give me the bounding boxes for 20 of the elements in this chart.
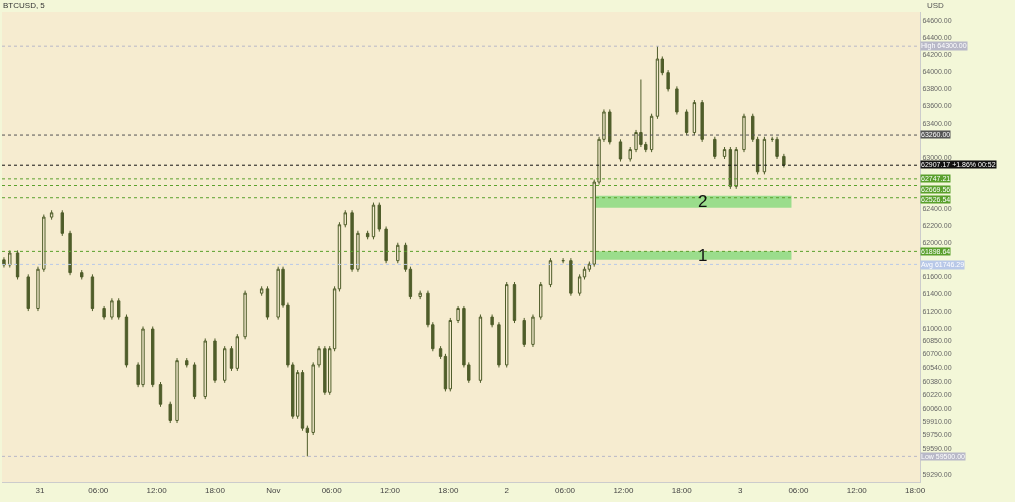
band-label: 2 — [698, 192, 708, 211]
band-label: 1 — [698, 246, 708, 265]
x-tick-label: Nov — [266, 485, 281, 495]
x-tick-label: 06:00 — [88, 485, 109, 495]
x-tick-label: 06:00 — [788, 485, 809, 495]
x-tick-label: 12:00 — [846, 485, 868, 495]
x-tick-label: 31 — [35, 485, 45, 495]
x-tick-label: 18:00 — [438, 485, 459, 495]
x-tick-label: 18:00 — [905, 485, 926, 495]
y-axis-title: USD — [927, 1, 945, 10]
x-tick-label: 06:00 — [321, 485, 343, 495]
x-tick-label: 18:00 — [671, 485, 693, 495]
x-tick-label: 12:00 — [613, 485, 634, 495]
x-tick-label: 2 — [504, 485, 510, 495]
x-tick-label: 06:00 — [555, 485, 576, 495]
x-tick-label: 12:00 — [146, 485, 168, 495]
x-tick-label: 18:00 — [204, 485, 226, 495]
x-tick-label: 3 — [737, 485, 743, 495]
chart-title: BTCUSD, 5 — [3, 1, 46, 11]
x-tick-label: 12:00 — [379, 485, 401, 495]
